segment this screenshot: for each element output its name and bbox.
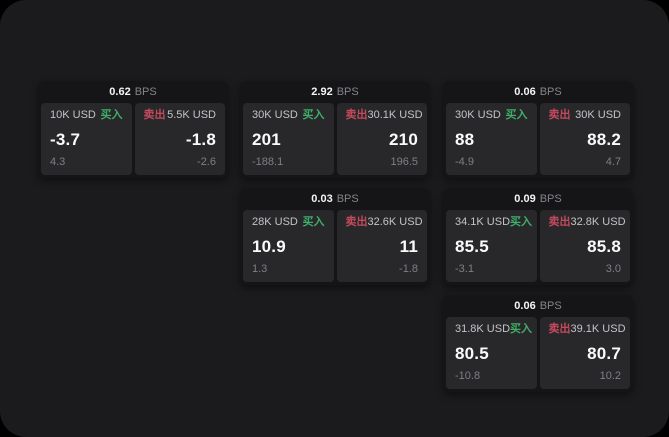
buy-amount: 34.1K USD <box>455 216 511 228</box>
buy-side-label: 买入 <box>100 109 123 121</box>
buy-side-label: 买入 <box>505 109 528 121</box>
spread-unit-label: BPS <box>539 85 562 98</box>
sell-amount: 30.1K USD <box>367 109 423 121</box>
buy-amount: 10K USD <box>50 109 96 121</box>
spread-unit-label: BPS <box>539 299 562 312</box>
buy-side-label: 买入 <box>510 323 533 335</box>
buy-change: 1.3 <box>252 263 268 275</box>
sell-panel[interactable]: 卖出 39.1K USD 80.7 10.2 <box>539 317 630 389</box>
sell-amount: 5.5K USD <box>167 109 216 121</box>
sell-side-label: 卖出 <box>548 216 571 228</box>
sell-change: 196.5 <box>390 156 418 168</box>
buy-side-label: 买入 <box>510 216 533 228</box>
spread-header: 0.06 BPS <box>443 81 633 103</box>
quote-panels: 10K USD 买入 -3.7 4.3 卖出 5.5K USD -1.8 -2.… <box>38 103 228 175</box>
buy-change: -4.9 <box>455 156 474 168</box>
buy-change: -188.1 <box>252 156 284 168</box>
sell-price: -1.8 <box>185 129 216 149</box>
sell-side-label: 卖出 <box>345 109 368 121</box>
buy-price: 201 <box>252 129 281 149</box>
spread-header: 2.92 BPS <box>240 81 430 103</box>
quote-card: 2.92 BPS 30K USD 买入 201 -188.1 卖出 30.1K … <box>240 81 430 178</box>
buy-panel[interactable]: 10K USD 买入 -3.7 4.3 <box>41 103 132 175</box>
buy-change: 4.3 <box>50 156 66 168</box>
spread-value: 0.06 <box>514 299 536 312</box>
quote-card: 0.06 BPS 31.8K USD 买入 80.5 -10.8 卖出 39.1… <box>443 295 633 392</box>
buy-amount: 31.8K USD <box>455 323 511 335</box>
spread-unit-label: BPS <box>539 192 562 205</box>
spread-unit-label: BPS <box>336 85 359 98</box>
sell-amount: 32.6K USD <box>367 216 423 228</box>
spread-header: 0.03 BPS <box>240 188 430 210</box>
buy-side-label: 买入 <box>302 109 325 121</box>
sell-amount: 39.1K USD <box>570 323 626 335</box>
sell-price: 80.7 <box>587 343 621 363</box>
spread-value: 2.92 <box>311 85 333 98</box>
buy-price: -3.7 <box>50 129 81 149</box>
sell-panel[interactable]: 卖出 32.6K USD 11 -1.8 <box>336 210 427 282</box>
buy-panel[interactable]: 28K USD 买入 10.9 1.3 <box>243 210 334 282</box>
sell-change: -2.6 <box>197 156 216 168</box>
sell-amount: 30K USD <box>575 109 621 121</box>
buy-price: 88 <box>455 129 475 149</box>
spread-value: 0.06 <box>514 85 536 98</box>
sell-change: 10.2 <box>599 370 621 382</box>
sell-price: 85.8 <box>587 236 621 256</box>
buy-panel[interactable]: 34.1K USD 买入 85.5 -3.1 <box>446 210 537 282</box>
sell-change: 3.0 <box>605 263 621 275</box>
buy-change: -10.8 <box>455 370 481 382</box>
spread-unit-label: BPS <box>336 192 359 205</box>
quote-panels: 30K USD 买入 88 -4.9 卖出 30K USD 88.2 4.7 <box>443 103 633 175</box>
quote-card: 0.09 BPS 34.1K USD 买入 85.5 -3.1 卖出 32.8K… <box>443 188 633 285</box>
sell-panel[interactable]: 卖出 30.1K USD 210 196.5 <box>336 103 427 175</box>
sell-price: 88.2 <box>587 129 621 149</box>
spread-value: 0.03 <box>311 192 333 205</box>
sell-panel[interactable]: 卖出 30K USD 88.2 4.7 <box>539 103 630 175</box>
sell-amount: 32.8K USD <box>570 216 626 228</box>
buy-panel[interactable]: 30K USD 买入 201 -188.1 <box>243 103 334 175</box>
sell-change: 4.7 <box>605 156 621 168</box>
quote-card: 0.03 BPS 28K USD 买入 10.9 1.3 卖出 32.6K US… <box>240 188 430 285</box>
spread-header: 0.06 BPS <box>443 295 633 317</box>
buy-amount: 30K USD <box>455 109 501 121</box>
quote-panels: 34.1K USD 买入 85.5 -3.1 卖出 32.8K USD 85.8… <box>443 210 633 282</box>
buy-panel[interactable]: 30K USD 买入 88 -4.9 <box>446 103 537 175</box>
buy-price: 85.5 <box>455 236 489 256</box>
buy-amount: 28K USD <box>252 216 298 228</box>
quote-panels: 28K USD 买入 10.9 1.3 卖出 32.6K USD 11 -1.8 <box>240 210 430 282</box>
sell-panel[interactable]: 卖出 5.5K USD -1.8 -2.6 <box>134 103 225 175</box>
spread-header: 0.09 BPS <box>443 188 633 210</box>
spread-value: 0.62 <box>109 85 131 98</box>
quote-panels: 31.8K USD 买入 80.5 -10.8 卖出 39.1K USD 80.… <box>443 317 633 389</box>
quote-card: 0.06 BPS 30K USD 买入 88 -4.9 卖出 30K USD 8… <box>443 81 633 178</box>
buy-change: -3.1 <box>455 263 474 275</box>
buy-price: 80.5 <box>455 343 489 363</box>
buy-price: 10.9 <box>252 236 286 256</box>
sell-side-label: 卖出 <box>548 109 571 121</box>
sell-price: 210 <box>389 129 418 149</box>
sell-side-label: 卖出 <box>548 323 571 335</box>
spread-header: 0.62 BPS <box>38 81 228 103</box>
sell-change: -1.8 <box>399 263 418 275</box>
quote-card: 0.62 BPS 10K USD 买入 -3.7 4.3 卖出 5.5K USD… <box>38 81 228 178</box>
buy-side-label: 买入 <box>302 216 325 228</box>
sell-price: 11 <box>399 236 418 256</box>
sell-side-label: 卖出 <box>143 109 166 121</box>
sell-panel[interactable]: 卖出 32.8K USD 85.8 3.0 <box>539 210 630 282</box>
buy-amount: 30K USD <box>252 109 298 121</box>
quote-panels: 30K USD 买入 201 -188.1 卖出 30.1K USD 210 1… <box>240 103 430 175</box>
spread-value: 0.09 <box>514 192 536 205</box>
buy-panel[interactable]: 31.8K USD 买入 80.5 -10.8 <box>446 317 537 389</box>
spread-unit-label: BPS <box>134 85 157 98</box>
sell-side-label: 卖出 <box>345 216 368 228</box>
